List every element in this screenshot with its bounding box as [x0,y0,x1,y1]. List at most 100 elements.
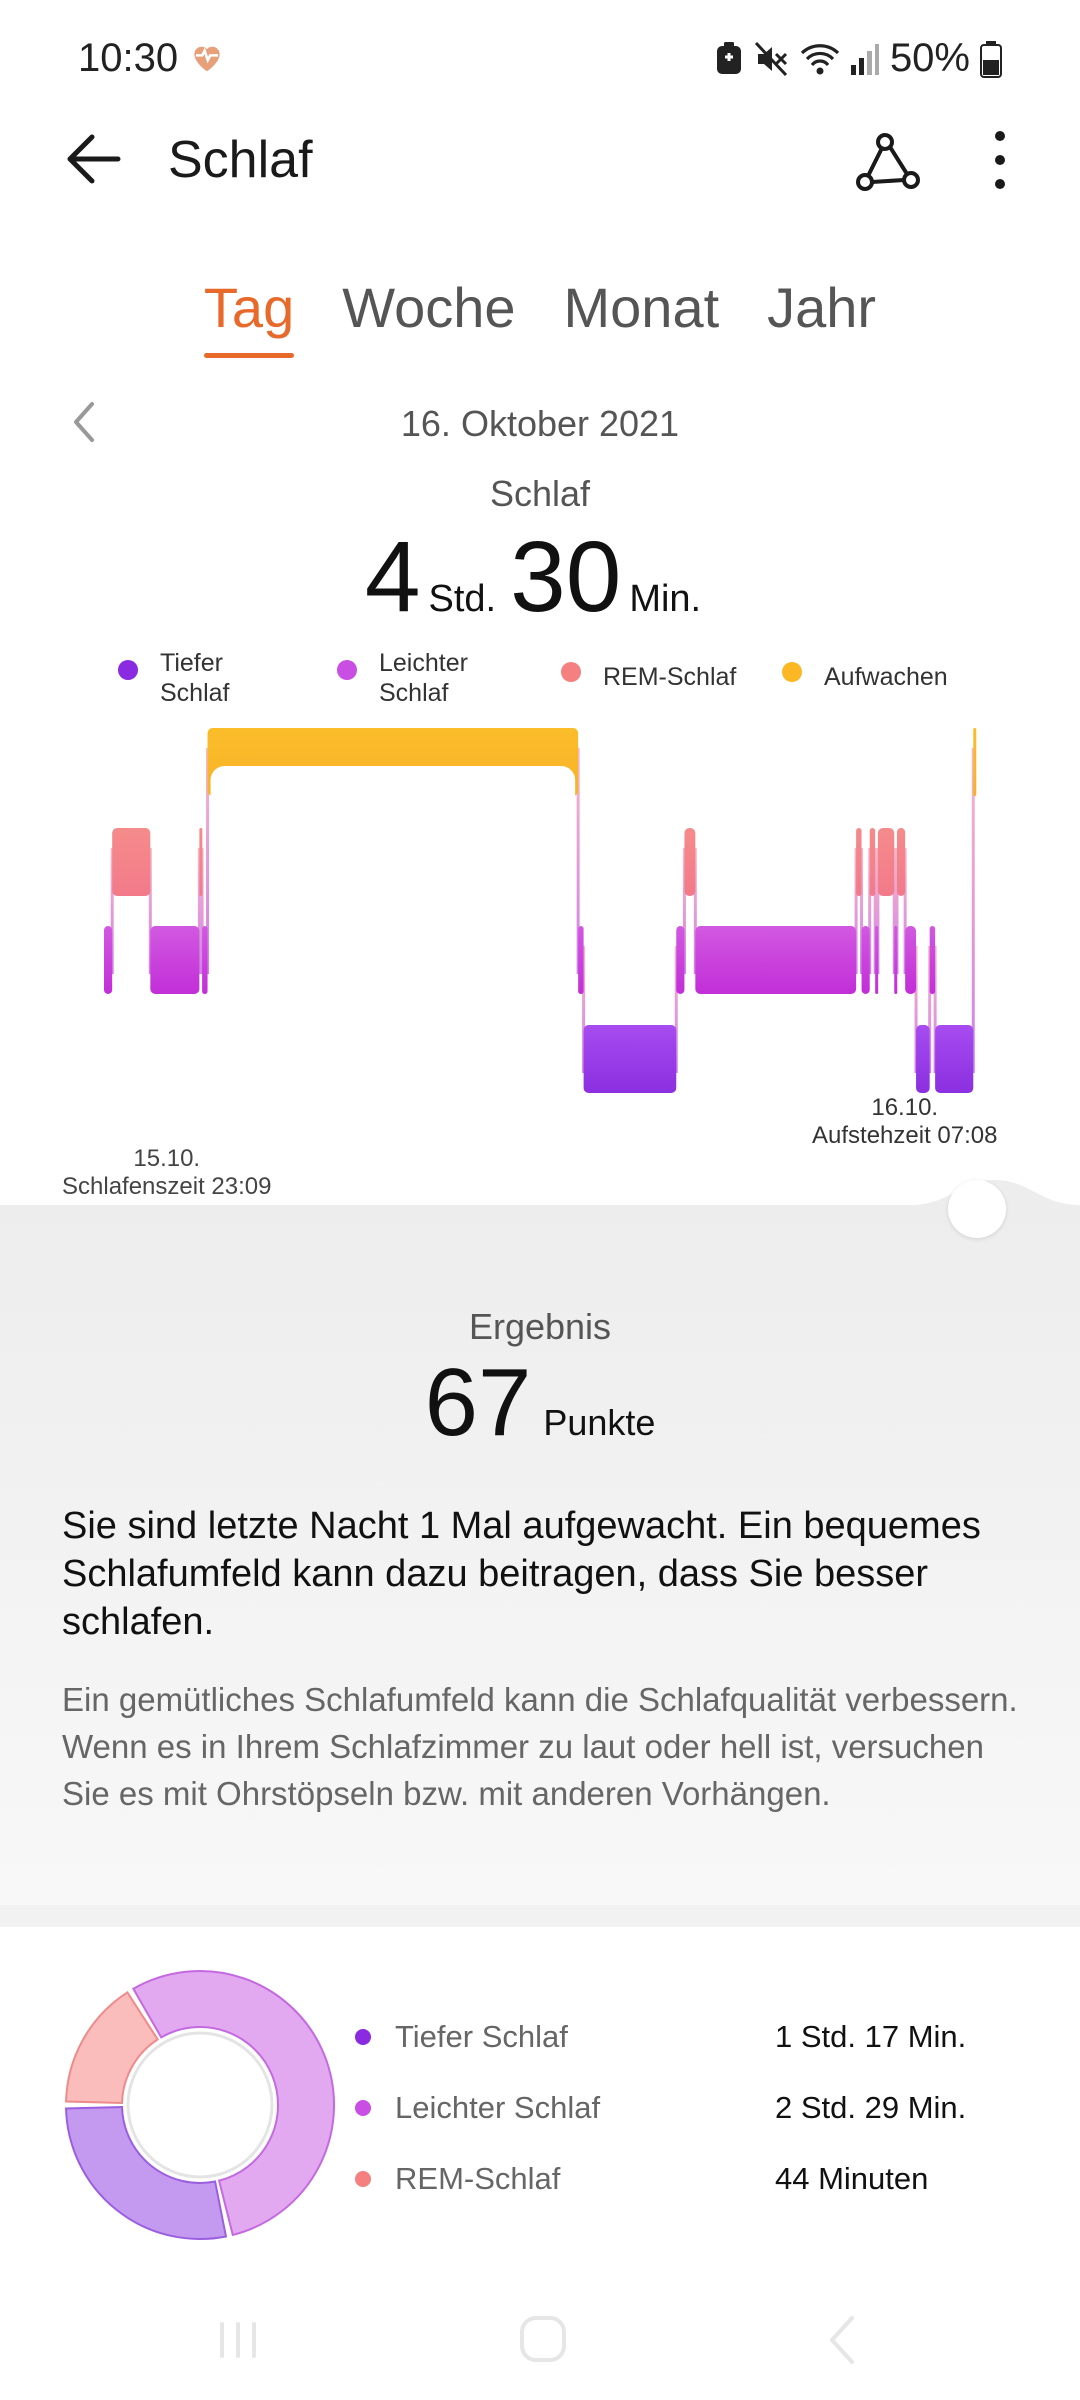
stage-transition [148,848,152,974]
stage-transition [933,946,937,1073]
result-card [0,1205,1080,1905]
sleep-section-label: Schlaf [489,473,591,514]
page-title: Schlaf [168,131,313,189]
result-message: Sie sind letzte Nacht 1 Mal aufgewacht. … [62,1505,981,1643]
sleep-segment [861,926,870,994]
stage-transition [928,946,932,1073]
wake-time-label: 16.10. Aufstehzeit 07:08 [812,1094,997,1150]
wifi-icon [800,43,840,74]
donut-hole [126,2031,274,2179]
sleep-distribution-donut [65,1970,335,2240]
legend-dot [337,660,357,680]
sleep-segment [869,828,876,896]
stage-transition [873,848,877,974]
sleep-segment [877,828,895,896]
tab-month[interactable]: Monat [563,276,720,339]
sleep-segment [684,828,696,896]
summary-label: Tiefer Schlaf [395,2019,568,2054]
stage-transition [582,946,586,1073]
tab-day[interactable]: Tag [203,276,295,358]
stage-transition [200,848,204,974]
previous-day-icon[interactable] [66,398,102,446]
donut-slice [65,2106,228,2240]
period-tabs: Tag Woche Monat Jahr [0,275,1080,358]
result-label: Ergebnis [468,1306,612,1347]
stage-transition [876,848,880,974]
sleep-segment [578,926,584,994]
tab-week[interactable]: Woche [342,276,516,339]
stage-transition [895,848,899,974]
sleep-stage-chart[interactable] [0,700,1080,1170]
home-icon[interactable] [518,2314,568,2364]
score-value: 67 [424,1349,532,1456]
signal-icon [850,43,879,75]
duration-hours-unit: Std. [428,578,497,620]
summary-row-light: Leichter Schlaf 2 Std. 29 Min. [355,2088,1055,2128]
stage-transition [868,848,872,974]
stage-transition [892,848,896,974]
section-divider [0,1905,1080,1927]
summary-label: Leichter Schlaf [395,2090,601,2125]
status-icons: 50% [714,36,1002,81]
legend-label: Tiefer Schlaf [160,649,230,707]
wake-time: Aufstehzeit 07:08 [812,1122,998,1149]
sleep-segment [935,1025,974,1093]
sleep-segment [929,926,936,994]
bedtime-date: 15.10. [133,1145,201,1172]
stage-transition [682,848,686,974]
duration-minutes-unit: Min. [629,578,702,620]
stage-transition [914,946,918,1073]
stage-transition [110,848,114,974]
share-route-icon[interactable] [855,130,921,192]
sleep-segment [905,926,917,994]
battery-saver-icon [716,41,741,74]
system-back-icon[interactable] [826,2314,856,2366]
summary-row-rem: REM-Schlaf 44 Minuten [355,2159,1055,2199]
sleep-score: 67 Punkte [0,1348,1080,1458]
status-time: 10:30 [78,36,179,80]
segment-gap [210,766,576,1096]
stage-transition [197,848,201,974]
chart-scrubber-handle[interactable] [948,1180,1006,1238]
more-options-icon[interactable] [982,128,1018,192]
legend-label: Aufwachen [824,663,948,691]
sleep-segment [104,926,113,994]
sleep-segment [150,926,200,994]
score-unit: Punkte [543,1402,656,1443]
battery-icon [980,40,1002,78]
stage-transition [860,848,864,974]
legend-dot [782,662,802,682]
heart-rate-icon [194,46,220,72]
back-arrow-icon[interactable] [62,128,124,190]
donut-slice [65,1991,160,2104]
tab-year[interactable]: Jahr [767,276,877,339]
mute-icon [754,41,788,76]
recent-apps-icon[interactable] [216,2318,260,2362]
sleep-segment [875,926,879,994]
sleep-duration: 4 Std. 30 Min. [0,520,1080,635]
legend-light-sleep: Leichter Schlaf [337,648,507,708]
legend-awake: Aufwachen [782,662,948,692]
bedtime-label: 15.10. Schlafenszeit 23:09 [62,1145,271,1201]
summary-dot [355,2029,371,2045]
stage-transition [854,848,858,974]
summary-value: 1 Std. 17 Min. [775,2019,967,2054]
summary-dot [355,2171,371,2187]
legend-label: REM-Schlaf [603,663,737,691]
stage-transition [674,946,678,1073]
sleep-segment [973,728,977,796]
summary-value: 44 Minuten [775,2161,929,2196]
sleep-segment [199,828,203,896]
bedtime-time: Schlafenszeit 23:09 [62,1173,272,1200]
selected-date: 16. Oktober 2021 [400,403,680,444]
wake-date: 16.10. [871,1094,939,1121]
summary-value: 2 Std. 29 Min. [775,2090,967,2125]
sleep-segment [916,1025,930,1093]
stage-transition [903,848,907,974]
legend-rem-sleep: REM-Schlaf [561,662,736,692]
sleep-segment [676,926,685,994]
duration-minutes: 30 [510,521,622,633]
stage-transition [206,748,210,974]
summary-dot [355,2100,371,2116]
legend-deep-sleep: Tiefer Schlaf [118,648,268,708]
